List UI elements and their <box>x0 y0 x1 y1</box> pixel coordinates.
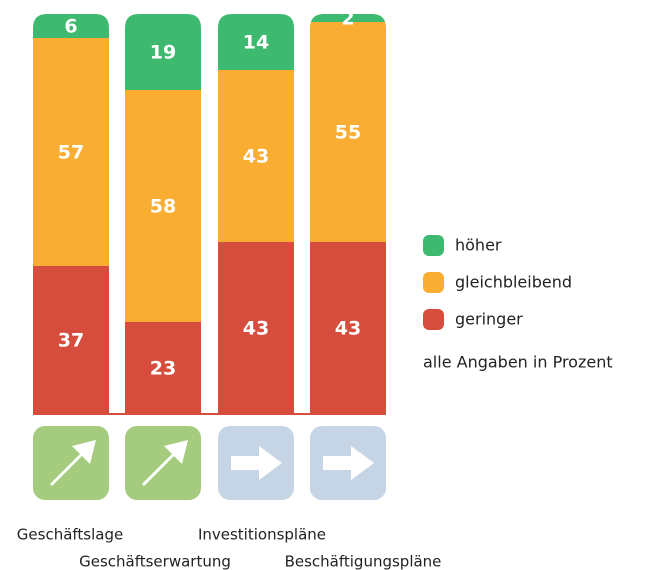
data-label: 55 <box>335 122 361 144</box>
bar-segment <box>310 14 386 22</box>
data-label: 14 <box>243 32 269 54</box>
bar-stack: 23 58 19 <box>125 14 201 414</box>
bar-segment <box>218 242 294 414</box>
x-tick-label: Geschäftslage <box>17 526 123 544</box>
legend-label: höher <box>455 236 502 255</box>
bar-segment <box>310 22 386 242</box>
bar-segment <box>33 14 109 38</box>
legend-swatch <box>423 272 444 293</box>
arrow-up <box>142 440 188 486</box>
data-label: 37 <box>58 330 84 352</box>
bar-segment <box>218 70 294 242</box>
bar-stack: 43 55 2 <box>310 8 386 414</box>
x-tick-label: Geschäftserwartung <box>79 553 231 570</box>
data-label: 6 <box>64 16 77 38</box>
bar-stack: 43 43 14 <box>218 14 294 414</box>
legend-swatch <box>423 235 444 256</box>
bar-segment <box>33 38 109 266</box>
legend-swatch <box>423 309 444 330</box>
legend-label: gleichbleibend <box>455 273 572 292</box>
legend-label: geringer <box>455 310 523 329</box>
note: alle Angaben in Prozent <box>423 353 613 372</box>
bar-segment <box>310 242 386 414</box>
bar-segment <box>218 14 294 70</box>
bar-segment <box>125 322 201 414</box>
x-tick-label: Beschäftigungspläne <box>285 553 442 570</box>
data-label: 19 <box>150 42 176 64</box>
arrow-up <box>50 440 96 486</box>
icons <box>33 426 386 500</box>
data-label: 43 <box>243 318 269 340</box>
data-label: 43 <box>335 318 361 340</box>
x-tick-label: Investitionspläne <box>198 526 326 544</box>
bar-segment <box>125 14 201 90</box>
arrow-right <box>323 446 374 480</box>
data-label: 57 <box>58 142 84 164</box>
bar-stack: 37 57 6 <box>33 14 109 414</box>
arrow-right <box>231 446 282 480</box>
data-label: 2 <box>341 8 354 30</box>
data-label: 43 <box>243 146 269 168</box>
bar-segment <box>33 266 109 414</box>
data-label: 58 <box>150 196 176 218</box>
bar-segment <box>125 90 201 322</box>
data-label: 23 <box>150 358 176 380</box>
